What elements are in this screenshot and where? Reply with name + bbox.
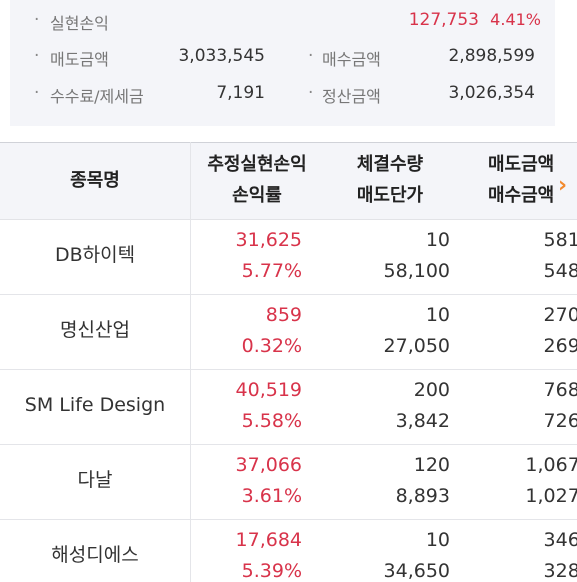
table-row[interactable]: 명신산업 859 0.32% 10 27,050 270,50 269,00 (0, 294, 577, 370)
pl-rate: 0.32% (241, 335, 302, 357)
sell-price: 34,650 (383, 560, 450, 582)
summary-row-realized-pl: · 실현손익 127,753 4.41% (10, 10, 555, 44)
summary-row-amounts: · 매도금액 3,033,545 · 매수금액 2,898,599 (10, 46, 555, 80)
pl-rate: 3.61% (241, 485, 302, 507)
table-header: 종목명 추정실현손익 손익률 체결수량 매도단가 매도금액 매수금액 › (0, 142, 577, 220)
trade-history-table[interactable]: 종목명 추정실현손익 손익률 체결수량 매도단가 매도금액 매수금액 › DB하… (0, 142, 577, 582)
header-sell-amount: 매도금액 (488, 154, 555, 175)
sell-amount: 346,50 (543, 529, 577, 551)
est-realized-pl: 31,625 (235, 229, 302, 251)
scroll-right-icon[interactable]: › (558, 173, 568, 198)
sell-amount: 270,50 (543, 304, 577, 326)
bullet-icon: · (34, 46, 40, 66)
settle-amount-label: 정산금액 (322, 87, 381, 106)
summary-row-fees: · 수수료/제세금 7,191 · 정산금액 3,026,354 (10, 83, 555, 117)
pl-rate: 5.77% (241, 260, 302, 282)
stock-name: 명신산업 (60, 319, 130, 341)
exec-qty: 120 (413, 454, 450, 476)
table-row[interactable]: DB하이텍 31,625 5.77% 10 58,100 581,00 548,… (0, 219, 577, 295)
header-est-realized-pl: 추정실현손익 (207, 154, 307, 175)
bullet-icon: · (34, 10, 40, 30)
realized-pl-value: 127,753 (408, 10, 479, 30)
stock-name: 다날 (77, 469, 113, 491)
bullet-icon: · (34, 83, 40, 103)
header-sell-price: 매도단가 (356, 185, 424, 206)
pl-rate: 5.39% (241, 560, 302, 582)
realized-pl-rate: 4.41% (490, 10, 541, 29)
header-exec-qty: 체결수량 (356, 154, 424, 175)
buy-amount: 726,00 (543, 410, 577, 432)
exec-qty: 10 (425, 529, 450, 551)
pl-rate: 5.58% (241, 410, 302, 432)
header-stock-name: 종목명 (70, 170, 120, 191)
buy-amount-value: 2,898,599 (448, 46, 535, 66)
settle-amount-value: 3,026,354 (448, 83, 535, 103)
stock-name: DB하이텍 (54, 244, 136, 266)
sell-price: 8,893 (395, 485, 450, 507)
sell-price: 27,050 (383, 335, 450, 357)
table-row[interactable]: SM Life Design 40,519 5.58% 200 3,842 76… (0, 369, 577, 445)
table-row[interactable]: 해성디에스 17,684 5.39% 10 34,650 346,50 328,… (0, 519, 577, 582)
realized-pl-label: 실현손익 (50, 14, 109, 33)
fee-tax-label: 수수료/제세금 (50, 87, 144, 106)
sell-amount: 1,067,20 (525, 454, 577, 476)
bullet-icon: · (308, 83, 314, 103)
exec-qty: 200 (413, 379, 450, 401)
sell-amount: 581,00 (543, 229, 577, 251)
buy-amount: 548,00 (543, 260, 577, 282)
est-realized-pl: 37,066 (235, 454, 302, 476)
sell-amount-label: 매도금액 (50, 50, 109, 69)
column-divider (190, 142, 191, 582)
est-realized-pl: 17,684 (235, 529, 302, 551)
est-realized-pl: 859 (265, 304, 302, 326)
buy-amount-label: 매수금액 (322, 50, 381, 69)
stock-name: 해성디에스 (51, 544, 139, 566)
exec-qty: 10 (425, 304, 450, 326)
buy-amount: 1,027,59 (525, 485, 577, 507)
header-buy-amount: 매수금액 (488, 185, 555, 206)
table-row[interactable]: 다날 37,066 3.61% 120 8,893 1,067,20 1,027… (0, 444, 577, 520)
buy-amount: 269,00 (543, 335, 577, 357)
bullet-icon: · (308, 46, 314, 66)
sell-amount: 768,34 (543, 379, 577, 401)
stock-name: SM Life Design (24, 394, 166, 416)
sell-price: 3,842 (395, 410, 450, 432)
sell-price: 58,100 (383, 260, 450, 282)
exec-qty: 10 (425, 229, 450, 251)
header-pl-rate: 손익률 (232, 185, 282, 206)
trade-summary-panel: · 실현손익 127,753 4.41% · 매도금액 3,033,545 · … (10, 0, 555, 126)
sell-amount-value: 3,033,545 (178, 46, 265, 66)
fee-tax-value: 7,191 (216, 83, 265, 103)
est-realized-pl: 40,519 (235, 379, 302, 401)
buy-amount: 328,00 (543, 560, 577, 582)
